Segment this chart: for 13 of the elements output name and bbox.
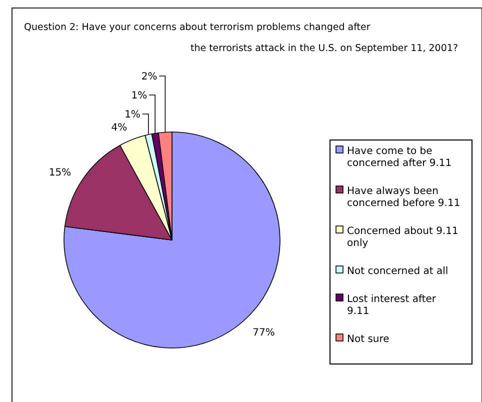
- legend-label: Not concerned at all: [347, 266, 448, 277]
- data-label: 15%: [48, 167, 72, 178]
- data-label: 77%: [252, 328, 275, 339]
- legend-label: Have come to be concerned after 9.11: [347, 146, 452, 169]
- data-label: 1%: [124, 110, 140, 120]
- legend-label: Not sure: [347, 334, 390, 345]
- data-label: 4%: [111, 122, 128, 134]
- data-label: 1%: [131, 90, 148, 102]
- legend-label: Concerned about 9.11 only: [347, 226, 458, 249]
- data-label: 2%: [141, 72, 158, 82]
- chart-title: Question 2: Have your concerns about terrorism problems changed after the terrorists attack in the U.S. on September 11, 2001?: [24, 22, 458, 54]
- legend-label: Have always been concerned before 9.11: [347, 186, 460, 209]
- legend-label: Lost interest after 9.11: [347, 294, 437, 317]
